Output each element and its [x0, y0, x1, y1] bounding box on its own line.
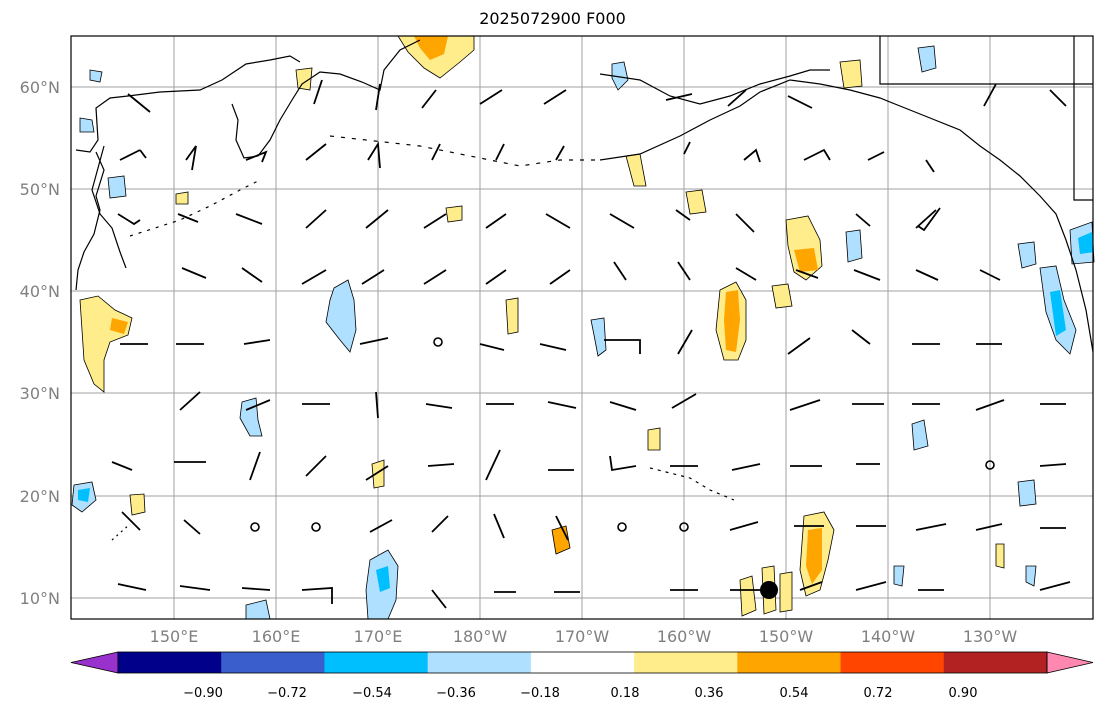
- lon-label-150e: 150°E: [150, 627, 199, 646]
- lon-label-170e: 170°E: [354, 627, 403, 646]
- lat-label-50n: 50°N: [20, 180, 60, 199]
- lon-label-150w: 150°W: [759, 627, 814, 646]
- lon-label-160e: 160°E: [252, 627, 301, 646]
- island-chain: [111, 135, 735, 541]
- lat-label-10n: 10°N: [20, 589, 60, 608]
- colorbar-frame: [117, 651, 1048, 674]
- colorbar-segment: [324, 652, 429, 673]
- colorbar-segment: [634, 652, 738, 673]
- lon-label-180w: 180°W: [453, 627, 508, 646]
- coastlines: [75, 36, 1094, 353]
- colorbar-label: 0.72: [864, 686, 893, 701]
- colorbar-segment: [118, 652, 222, 673]
- colorbar-label: 0.90: [949, 686, 978, 701]
- lon-label-160w: 160°W: [657, 627, 712, 646]
- wind-barbs: [111, 79, 1071, 609]
- calm-markers: [250, 337, 995, 532]
- lon-label-140w: 140°W: [861, 627, 916, 646]
- colorbar-label: −0.72: [267, 686, 307, 701]
- colorbar-label: −0.36: [436, 686, 476, 701]
- colorbar-extend-high: [1046, 651, 1094, 674]
- lon-label-170w: 170°W: [555, 627, 610, 646]
- location-marker: [760, 581, 778, 599]
- lat-label-30n: 30°N: [20, 384, 60, 403]
- colorbar-segment: [427, 652, 532, 673]
- colorbar-label: −0.90: [183, 686, 223, 701]
- lat-label-60n: 60°N: [20, 78, 60, 97]
- colorbar-segment: [737, 652, 842, 673]
- gridlines: [71, 36, 1093, 619]
- colorbar: [70, 651, 1094, 674]
- colorbar-label: −0.18: [520, 686, 560, 701]
- colorbar-label: 0.36: [695, 686, 724, 701]
- colorbar-segment: [943, 652, 1048, 673]
- colorbar-label: −0.54: [352, 686, 392, 701]
- colorbar-label: 0.54: [780, 686, 809, 701]
- colorbar-segment: [221, 652, 325, 673]
- lat-label-20n: 20°N: [20, 487, 60, 506]
- colorbar-extend-low: [70, 651, 119, 674]
- map-frame: [70, 35, 1094, 620]
- colorbar-label: 0.18: [611, 686, 640, 701]
- latitude-labels: 60°N 50°N 40°N 30°N 20°N 10°N: [20, 78, 60, 608]
- colorbar-labels: −0.90 −0.72 −0.54 −0.36 −0.18 0.18 0.36 …: [183, 686, 977, 701]
- colorbar-segment: [840, 652, 945, 673]
- map-title: 2025072900 F000: [479, 9, 626, 28]
- longitude-labels: 150°E 160°E 170°E 180°W 170°W 160°W 150°…: [150, 627, 1018, 646]
- colorbar-segment: [530, 652, 635, 673]
- lat-label-40n: 40°N: [20, 282, 60, 301]
- anomaly-contours: [71, 35, 1095, 620]
- lon-label-130w: 130°W: [963, 627, 1018, 646]
